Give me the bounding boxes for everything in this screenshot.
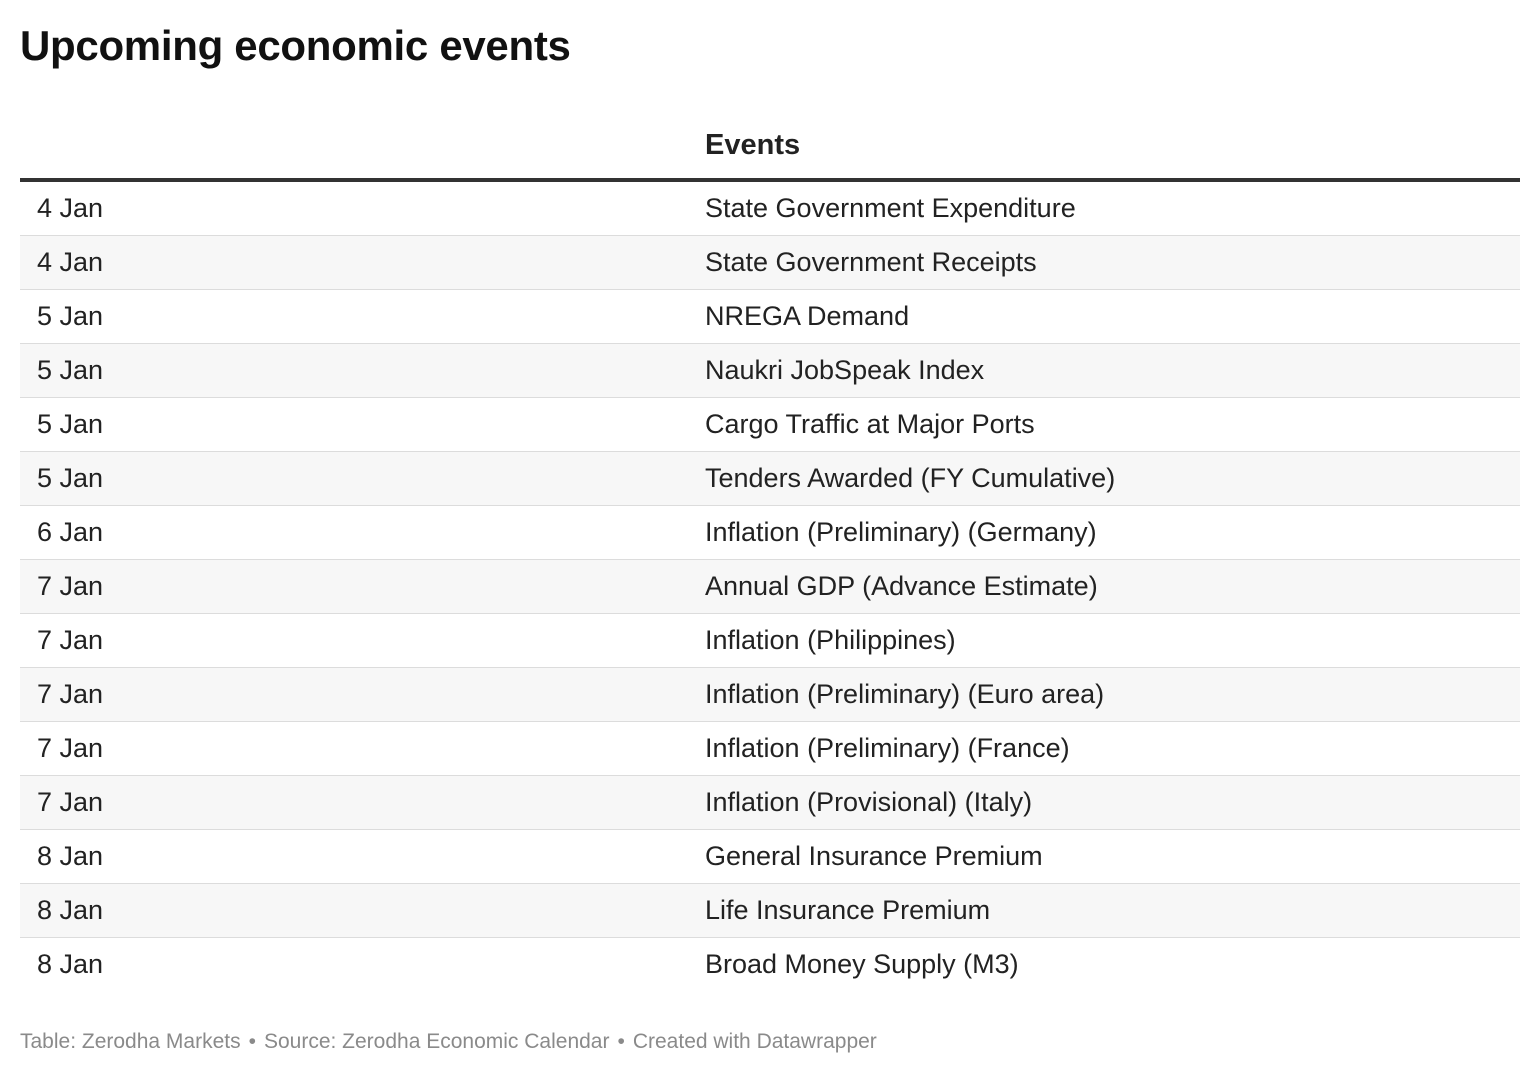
footer-credits: Table: Zerodha Markets • Source: Zerodha E… [20,1028,877,1056]
row-date-cell: 6 Jan [20,505,705,560]
table-row: 4 Jan State Government Expenditure [20,180,1520,236]
created-with-credit: Created with Datawrapper [632,1030,877,1053]
row-event-cell: State Government Expenditure [705,180,1520,236]
row-event-cell: Annual GDP (Advance Estimate) [705,559,1520,614]
row-date-cell: 7 Jan [20,775,705,830]
row-event-cell: Life Insurance Premium [705,883,1520,938]
row-event-cell: Broad Money Supply (M3) [705,949,1019,979]
column-header-date [20,112,705,182]
table-row: 8 Jan Broad Money Supply (M3) [20,938,1520,992]
table-row: 8 Jan General Insurance Premium [20,829,1520,884]
table-row: 7 Jan Inflation (Philippines) [20,613,1520,668]
row-event-cell: Tenders Awarded (FY Cumulative) [705,451,1520,506]
table-credit: Table: Zerodha Markets [20,1030,241,1053]
row-event-cell: Inflation (Preliminary) (Germany) [705,505,1520,560]
row-date-cell: 8 Jan [20,829,705,884]
table-row: 7 Jan Inflation (Preliminary) (France) [20,721,1520,776]
row-date-cell: 7 Jan [20,559,705,614]
row-event-cell: Naukri JobSpeak Index [705,343,1520,398]
row-event-cell: Cargo Traffic at Major Ports [705,397,1520,452]
events-table-container: Events 4 Jan State Government Expenditure… [20,112,1520,991]
table-row: 5 Jan Cargo Traffic at Major Ports [20,397,1520,452]
row-date-cell: 7 Jan [20,721,705,776]
row-date-cell: 7 Jan [20,613,705,668]
row-event-cell: Inflation (Preliminary) (France) [705,721,1520,776]
events-table: Events 4 Jan State Government Expenditure… [20,112,1520,991]
page-title: Upcoming economic events [20,22,571,69]
table-row: 6 Jan Inflation (Preliminary) (Germany) [20,505,1520,560]
footer-separator: • [248,1030,256,1053]
table-row: 7 Jan Inflation (Provisional) (Italy) [20,775,1520,830]
row-event-cell: Inflation (Provisional) (Italy) [705,775,1520,830]
table-row: 5 Jan Tenders Awarded (FY Cumulative) [20,451,1520,506]
row-date-cell: 5 Jan [20,343,705,398]
footer-separator: • [617,1030,625,1053]
row-date-cell: 5 Jan [20,289,705,344]
row-date-cell: 4 Jan [20,235,705,290]
header-row: Events [20,112,1520,182]
row-event-cell: State Government Receipts [705,235,1520,290]
row-date-cell: 5 Jan [20,451,705,506]
table-row: 5 Jan NREGA Demand [20,289,1520,344]
table-header: Events [20,112,1520,182]
column-header-events: Events [705,112,1520,182]
table-row: 5 Jan Naukri JobSpeak Index [20,343,1520,398]
row-event-cell: NREGA Demand [705,289,1520,344]
row-date-cell: 8 Jan [20,883,705,938]
row-date-cell: 7 Jan [20,667,705,722]
table-row: 7 Jan Inflation (Preliminary) (Euro area) [20,667,1520,722]
row-event-cell: General Insurance Premium [705,829,1520,884]
table-row: 4 Jan State Government Receipts [20,235,1520,290]
row-event-cell: Inflation (Philippines) [705,613,1520,668]
row-date-cell: 8 Jan [37,949,104,979]
source-credit: Source: Zerodha Economic Calendar [263,1030,610,1053]
table-body: 4 Jan State Government Expenditure 4 Jan St… [20,180,1520,991]
table-row: 7 Jan Annual GDP (Advance Estimate) [20,559,1520,614]
table-row: 8 Jan Life Insurance Premium [20,883,1520,938]
row-date-cell: 4 Jan [20,180,705,236]
row-event-cell: Inflation (Preliminary) (Euro area) [705,667,1520,722]
row-date-cell: 5 Jan [20,397,705,452]
